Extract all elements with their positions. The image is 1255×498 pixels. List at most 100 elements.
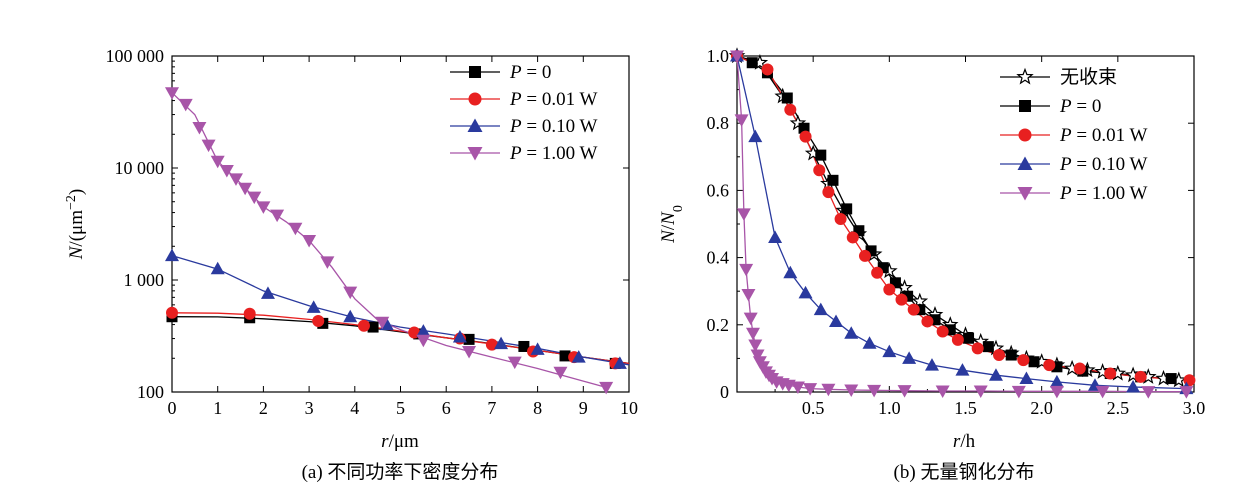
data-point-3: [768, 230, 783, 243]
axes-b: 0.5 1.0 1.5 2.0 2.5 3.0 0 0.2 0.4 0.6 0.8 1.0: [707, 46, 1206, 418]
data-point-3: [302, 235, 317, 248]
x-tick-label: 9: [579, 398, 588, 418]
data-point-4: [1095, 385, 1110, 399]
data-point-3: [553, 366, 568, 380]
data-point-2: [883, 283, 896, 296]
x-tick-label: 0: [168, 398, 177, 418]
data-point-1: [841, 203, 853, 215]
data-point-3: [924, 358, 939, 371]
data-point-2: [612, 356, 627, 369]
x-tick-label: 2.0: [1030, 398, 1053, 418]
x-axis-label-b: r/h: [953, 431, 976, 452]
data-point-2: [761, 63, 774, 76]
data-point-2: [571, 350, 586, 363]
y-axis-label-a: N/(μm−2): [64, 189, 88, 261]
legend-marker-1: [468, 92, 482, 106]
x-tick-label: 4: [350, 398, 359, 418]
legend-label-2: P = 0.01 W: [1059, 125, 1147, 146]
data-point-3: [288, 222, 303, 236]
data-point-2: [452, 329, 467, 343]
data-point-2: [834, 212, 847, 225]
data-point-3: [813, 302, 828, 316]
data-point-4: [736, 208, 751, 221]
y-tick-label: 1 000: [124, 270, 165, 290]
data-point-4: [821, 383, 836, 397]
data-point-2: [895, 293, 908, 306]
data-point-1: [929, 314, 941, 326]
data-point-4: [867, 384, 882, 398]
data-point-3: [416, 334, 431, 348]
data-point-3: [882, 344, 897, 358]
data-point-0: [518, 340, 530, 352]
data-point-3: [192, 121, 207, 135]
data-point-2: [907, 303, 920, 316]
caption-b: (b) 无量钢化分布: [894, 461, 1035, 483]
data-point-2: [936, 325, 949, 338]
data-point-4: [844, 384, 859, 397]
data-point-3: [165, 87, 179, 100]
data-point-1: [944, 324, 956, 336]
data-point-1: [982, 341, 994, 353]
data-point-3: [375, 316, 390, 330]
data-point-4: [935, 385, 950, 398]
data-point-3: [1019, 371, 1034, 385]
data-point-2: [165, 248, 179, 262]
y-tick-label: 0: [720, 382, 729, 402]
data-point-4: [1011, 385, 1026, 399]
data-point-4: [897, 385, 912, 398]
data-point-3: [798, 285, 813, 299]
data-point-1: [902, 290, 914, 302]
x-tick-label: 3: [305, 398, 314, 418]
axes-a: 0 1 2 3 4 5 6 7 8 9 10 100 1 000 10 000 100 000: [106, 46, 639, 418]
data-point-4: [745, 327, 760, 341]
y-tick-label: 0.2: [707, 315, 730, 335]
data-point-2: [416, 324, 431, 337]
data-point-3: [955, 363, 970, 376]
data-point-1: [1165, 373, 1177, 385]
panel-b: 0.5 1.0 1.5 2.0 2.5 3.0 0 0.2 0.4 0.6 0.8 1.0 无收束 P …: [658, 46, 1205, 483]
data-point-3: [862, 336, 877, 349]
data-point-0: [463, 333, 475, 345]
data-point-4: [734, 114, 749, 127]
y-tick-label: 0.6: [707, 180, 730, 200]
data-point-3: [507, 356, 522, 370]
x-axis-label-a: r/μm: [381, 431, 419, 452]
data-point-1: [877, 262, 889, 274]
legend-b: 无收束 P = 0 P = 0.01 W P = 0.10 W P = 1.00 W: [1000, 66, 1147, 204]
x-tick-label: 6: [442, 398, 451, 418]
caption-a: (a) 不同功率下密度分布: [302, 461, 499, 483]
legend-label-1: P = 0.01 W: [509, 89, 597, 110]
legend-label-1: P = 0: [1059, 96, 1101, 117]
legend-marker-3: [467, 147, 483, 161]
data-point-4: [750, 349, 765, 363]
data-point-2: [971, 342, 984, 355]
y-tick-label: 0.4: [707, 248, 730, 268]
data-point-3: [988, 368, 1003, 381]
x-tick-label: 5: [396, 398, 405, 418]
data-point-3: [228, 173, 243, 186]
data-point-2: [1104, 367, 1117, 380]
legend-a: P = 0 P = 0.01 W P = 0.10 W P = 1.00 W: [450, 62, 597, 164]
data-point-3: [178, 98, 193, 112]
data-point-1: [485, 338, 498, 351]
data-point-3: [210, 155, 225, 169]
x-tick-label: 1.0: [878, 398, 901, 418]
data-point-1: [1051, 361, 1063, 373]
series-markers-b: [728, 47, 1196, 399]
data-point-1: [1028, 356, 1040, 368]
data-point-4: [803, 383, 818, 396]
legend-label-2: P = 0.10 W: [509, 116, 597, 137]
legend-marker-4: [1017, 187, 1033, 201]
data-point-4: [973, 385, 988, 398]
x-tick-label: 1: [213, 398, 222, 418]
data-point-1: [746, 57, 758, 69]
data-point-4: [739, 263, 754, 277]
data-point-3: [320, 256, 335, 269]
data-point-4: [743, 312, 758, 326]
data-point-2: [858, 249, 871, 262]
legend-marker-0: [469, 66, 481, 78]
data-point-3: [256, 201, 271, 214]
data-point-3: [844, 326, 859, 339]
data-point-3: [748, 129, 763, 143]
